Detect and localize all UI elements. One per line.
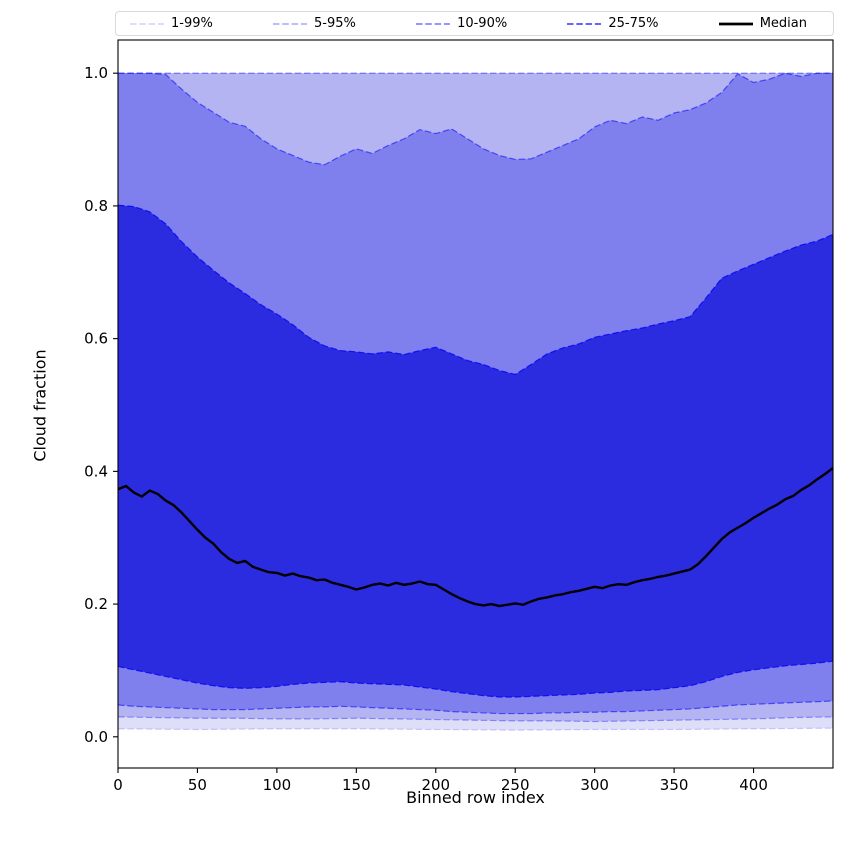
x-tick-label: 350 bbox=[660, 776, 689, 794]
median-line bbox=[117, 467, 834, 608]
x-tick-label: 50 bbox=[188, 776, 207, 794]
x-tick-label: 400 bbox=[739, 776, 768, 794]
legend-label: 10-90% bbox=[457, 16, 508, 31]
legend-line-sample bbox=[718, 22, 753, 25]
x-tick-label: 100 bbox=[263, 776, 292, 794]
band-edge-10-90%-hi bbox=[118, 72, 833, 166]
legend-label: Median bbox=[759, 16, 807, 31]
legend-item-10-90-: 10-90% bbox=[416, 16, 507, 31]
legend-label: 1-99% bbox=[171, 16, 213, 31]
axes-spines bbox=[117, 39, 834, 769]
legend-line-sample bbox=[130, 22, 164, 25]
x-tick-label: 150 bbox=[342, 776, 371, 794]
y-tick-label: 0.8 bbox=[84, 197, 108, 215]
y-tick-label: 0.0 bbox=[84, 728, 108, 746]
band-edge-10-90%-lo bbox=[117, 700, 834, 715]
legend-line-sample bbox=[273, 22, 308, 25]
legend-label: 5-95% bbox=[314, 16, 356, 31]
band-edge-25-75%-hi bbox=[117, 204, 834, 376]
legend-label: 25-75% bbox=[608, 16, 659, 31]
y-tick-label: 0.4 bbox=[84, 462, 108, 480]
y-axis-label: Cloud fraction bbox=[30, 349, 50, 462]
legend-item-median: Median bbox=[718, 16, 807, 31]
x-tick-label: 300 bbox=[580, 776, 609, 794]
y-tick-label: 0.6 bbox=[84, 330, 108, 348]
x-tick-label: 0 bbox=[113, 776, 123, 794]
band-edge-1-99%-lo bbox=[117, 727, 834, 731]
legend-item-5-95-: 5-95% bbox=[273, 16, 356, 31]
band-edge-5-95%-lo bbox=[117, 716, 834, 723]
legend-item-1-99-: 1-99% bbox=[130, 16, 213, 31]
x-tick-label: 200 bbox=[421, 776, 450, 794]
band-edge-25-75%-lo bbox=[117, 660, 834, 698]
legend-item-25-75-: 25-75% bbox=[567, 16, 659, 31]
chart-legend: 1-99% 5-95% 10-90% 25-75% Median bbox=[115, 11, 834, 36]
y-tick-label: 1.0 bbox=[84, 64, 108, 82]
x-tick-label: 250 bbox=[501, 776, 530, 794]
legend-line-sample bbox=[567, 22, 602, 25]
legend-line-sample bbox=[416, 22, 451, 25]
y-tick-label: 0.2 bbox=[84, 595, 108, 613]
x-axis-label: Binned row index bbox=[406, 788, 545, 807]
